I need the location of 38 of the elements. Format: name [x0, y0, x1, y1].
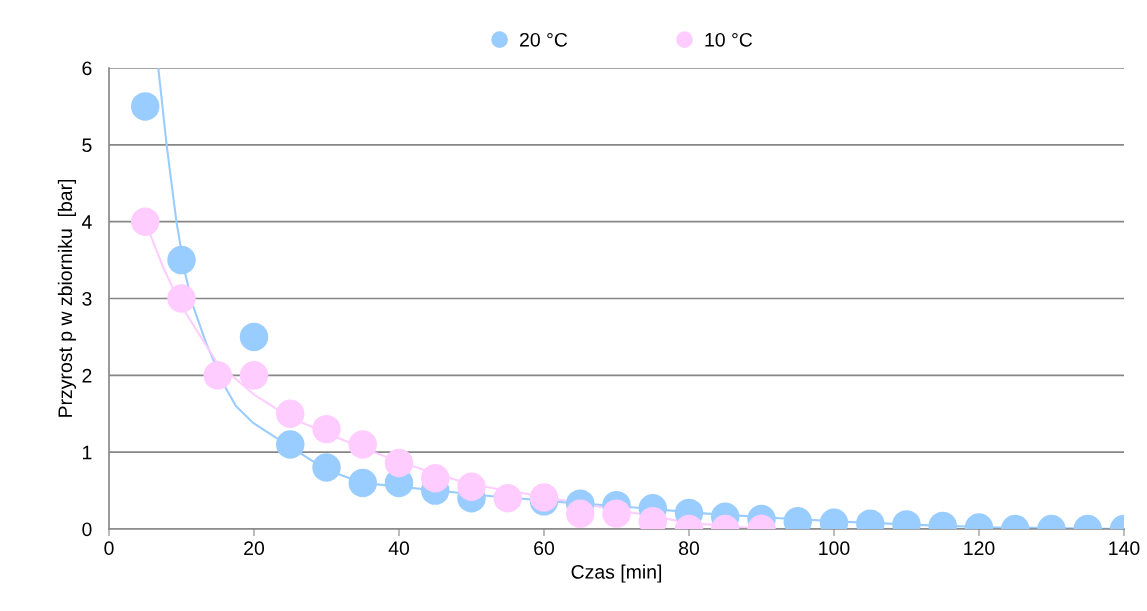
point	[493, 484, 522, 513]
y-tick-label: 3	[82, 291, 92, 306]
point	[276, 430, 305, 459]
x-tick-label: 80	[679, 541, 700, 556]
point	[203, 361, 232, 390]
x-tick-label: 100	[819, 541, 850, 556]
y-tick-label: 4	[81, 215, 92, 229]
point	[167, 245, 196, 275]
point	[348, 430, 377, 459]
point	[239, 361, 269, 390]
point	[602, 499, 631, 528]
x-tick-label: 60	[534, 541, 555, 556]
point	[384, 448, 414, 478]
x-tick-label: 120	[964, 541, 995, 556]
x-tick-label: 0	[104, 541, 114, 556]
y-tick-label: 5	[82, 138, 92, 153]
y-tick-label: 2	[82, 368, 92, 383]
x-tick-label: 40	[388, 541, 410, 556]
y-tick-label: 1	[83, 445, 92, 460]
x-axis-title: Czas [min]	[571, 564, 662, 583]
y-axis-title: Przyrost p w zbiorniku [bar]	[57, 179, 76, 417]
point	[312, 414, 341, 444]
point	[566, 499, 595, 528]
point	[131, 207, 160, 236]
point	[239, 322, 269, 352]
point	[457, 472, 486, 501]
point	[348, 468, 377, 498]
point	[131, 92, 160, 121]
point	[167, 284, 196, 313]
x-tick-label: 140	[1109, 541, 1140, 556]
legend-label: 20 °C	[520, 32, 568, 47]
point	[312, 453, 341, 482]
y-tick-label: 6	[82, 61, 92, 76]
y-tick-label: 0	[82, 522, 92, 537]
x-tick-label: 20	[244, 541, 265, 556]
point	[421, 464, 450, 493]
point	[276, 399, 305, 428]
legend-label: 10 °C	[705, 32, 753, 47]
